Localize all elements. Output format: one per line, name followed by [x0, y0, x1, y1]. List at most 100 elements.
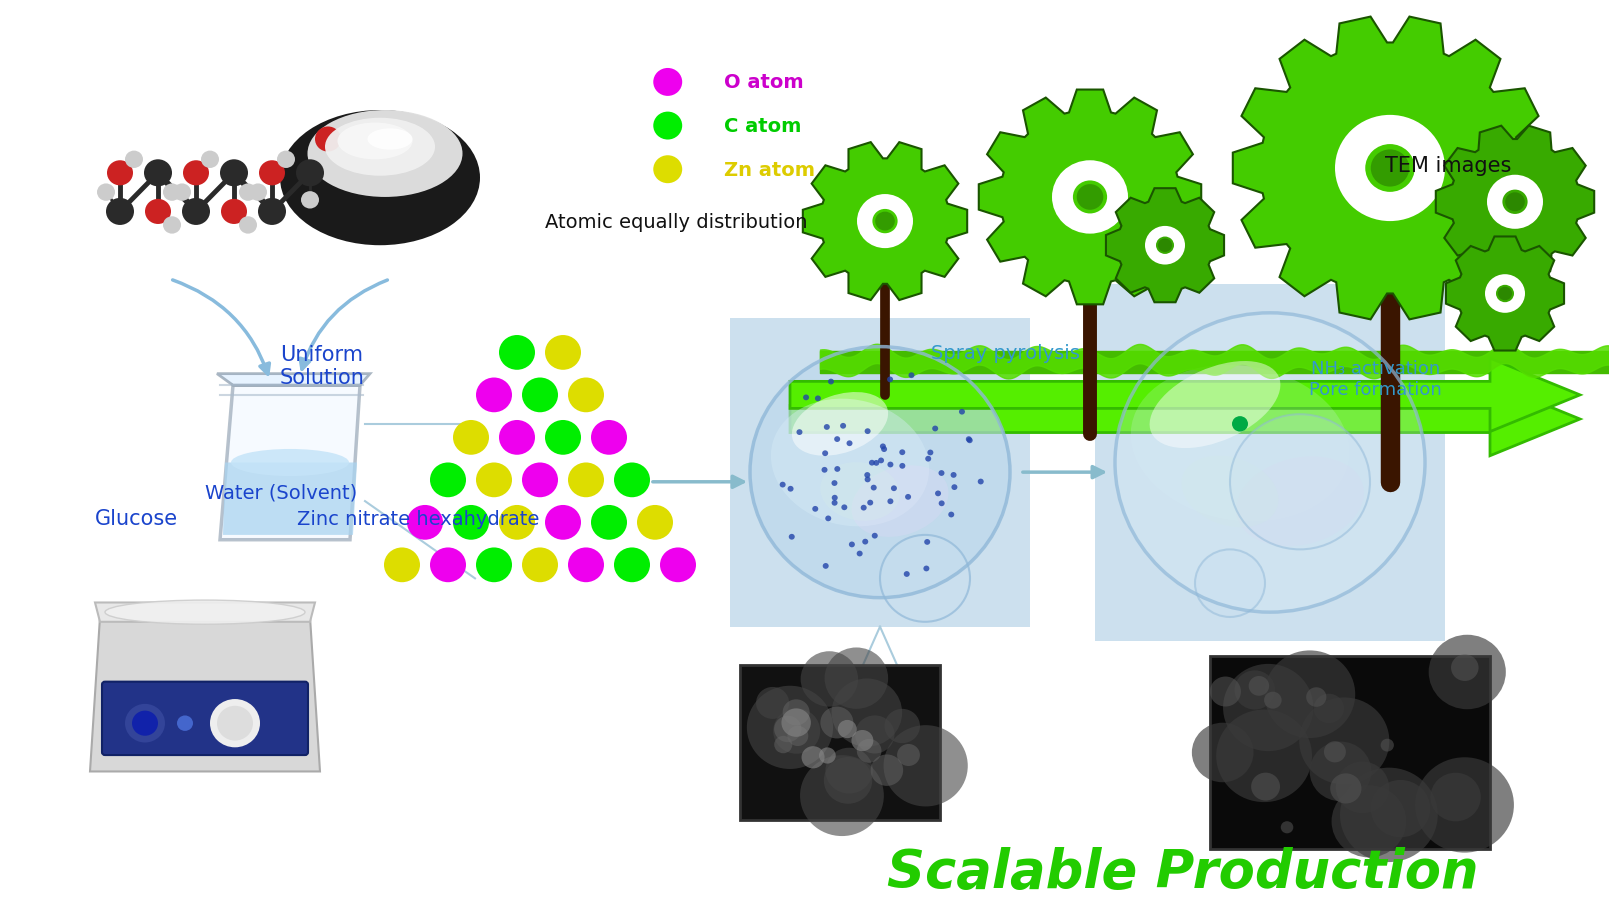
Circle shape [898, 744, 920, 766]
Circle shape [1210, 676, 1241, 707]
Text: Zn atom: Zn atom [724, 161, 816, 180]
Polygon shape [1446, 237, 1564, 351]
Circle shape [660, 548, 697, 582]
Circle shape [1115, 313, 1426, 612]
Circle shape [591, 506, 628, 540]
Circle shape [832, 495, 838, 501]
Circle shape [568, 548, 603, 582]
Circle shape [183, 161, 209, 186]
Circle shape [1298, 698, 1389, 785]
Circle shape [163, 217, 180, 235]
Circle shape [888, 498, 893, 505]
Circle shape [891, 486, 896, 491]
Circle shape [499, 336, 536, 370]
Circle shape [824, 647, 888, 709]
Circle shape [1310, 741, 1371, 801]
Circle shape [1496, 285, 1514, 303]
Circle shape [1485, 275, 1525, 313]
Circle shape [801, 747, 824, 768]
FancyBboxPatch shape [101, 682, 307, 755]
Circle shape [822, 468, 827, 473]
Circle shape [756, 687, 788, 719]
Circle shape [888, 462, 893, 468]
Circle shape [959, 409, 965, 415]
Polygon shape [90, 618, 320, 771]
Circle shape [132, 711, 158, 736]
Circle shape [1335, 116, 1445, 222]
Ellipse shape [325, 118, 434, 176]
Circle shape [1158, 239, 1171, 253]
Circle shape [407, 506, 442, 540]
Circle shape [1265, 651, 1355, 739]
Circle shape [615, 548, 650, 582]
Ellipse shape [1131, 366, 1350, 522]
Circle shape [824, 424, 830, 431]
Circle shape [862, 539, 869, 545]
Circle shape [747, 686, 833, 769]
Circle shape [880, 535, 970, 622]
FancyBboxPatch shape [1096, 284, 1445, 641]
Text: Scalable Production: Scalable Production [887, 846, 1479, 898]
Polygon shape [1232, 17, 1548, 320]
Circle shape [240, 184, 257, 201]
Circle shape [887, 377, 893, 383]
Polygon shape [978, 90, 1202, 305]
Ellipse shape [232, 450, 349, 477]
Circle shape [951, 472, 957, 479]
Circle shape [935, 491, 941, 497]
Circle shape [499, 506, 536, 540]
Circle shape [1451, 655, 1479, 681]
Polygon shape [217, 374, 370, 386]
Circle shape [259, 161, 285, 186]
Circle shape [615, 463, 650, 498]
Ellipse shape [771, 399, 928, 526]
Circle shape [833, 437, 840, 442]
Ellipse shape [851, 466, 948, 537]
Circle shape [454, 421, 489, 455]
Circle shape [545, 336, 581, 370]
Circle shape [832, 480, 837, 487]
Circle shape [851, 731, 874, 751]
Circle shape [864, 472, 870, 479]
Circle shape [787, 487, 793, 492]
Circle shape [864, 429, 870, 434]
Text: TEM images: TEM images [1385, 155, 1511, 176]
Circle shape [568, 378, 603, 413]
Text: Zinc nitrate hexahydrate: Zinc nitrate hexahydrate [298, 509, 539, 528]
Circle shape [832, 679, 903, 747]
Circle shape [653, 156, 682, 184]
Circle shape [842, 505, 848, 510]
Circle shape [145, 200, 171, 225]
Circle shape [1371, 150, 1409, 187]
Circle shape [591, 421, 628, 455]
Polygon shape [1105, 189, 1224, 303]
Polygon shape [803, 143, 967, 301]
Circle shape [782, 709, 811, 737]
Circle shape [499, 421, 536, 455]
Polygon shape [220, 386, 360, 540]
Polygon shape [224, 463, 357, 535]
Circle shape [476, 548, 512, 582]
Circle shape [1498, 287, 1512, 301]
Circle shape [750, 348, 1010, 598]
Circle shape [385, 548, 420, 582]
Circle shape [825, 748, 872, 794]
Polygon shape [95, 603, 315, 622]
Circle shape [824, 758, 872, 804]
Text: Glucose: Glucose [95, 508, 179, 529]
Text: O atom: O atom [724, 73, 803, 92]
Circle shape [240, 217, 257, 235]
Circle shape [653, 113, 682, 140]
Circle shape [1366, 144, 1414, 192]
Circle shape [1371, 780, 1430, 837]
Circle shape [521, 548, 558, 582]
Circle shape [1340, 768, 1438, 862]
Circle shape [1281, 822, 1294, 833]
Polygon shape [790, 358, 1580, 433]
Circle shape [924, 539, 930, 545]
Circle shape [864, 477, 870, 483]
Circle shape [97, 184, 114, 201]
Circle shape [850, 542, 854, 548]
Text: Atomic equally distribution: Atomic equally distribution [544, 213, 808, 232]
Circle shape [885, 709, 920, 743]
